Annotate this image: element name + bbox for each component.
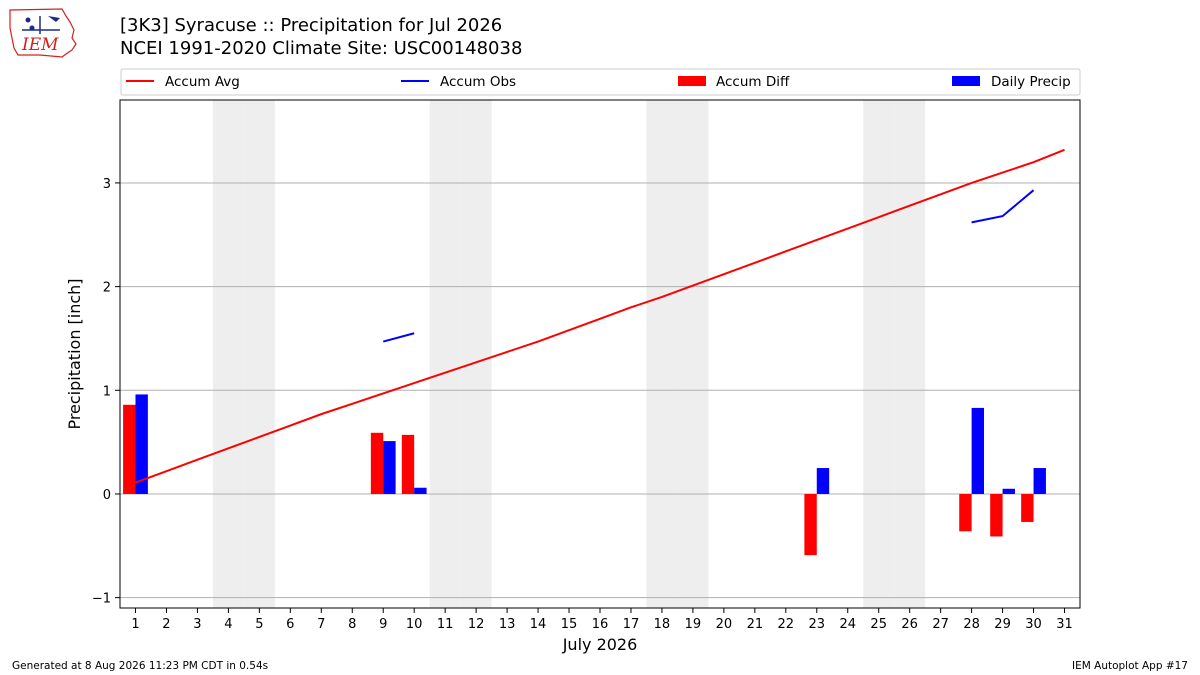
daily-precip-bar-day-28: [971, 407, 984, 494]
weekend-shading: [212, 100, 926, 608]
x-tick-label-23: 23: [809, 617, 826, 632]
x-tick-label-16: 16: [592, 617, 609, 632]
x-tick-label-7: 7: [317, 617, 325, 632]
weekend-shade-26: [894, 100, 926, 608]
accum-diff-bar-day-29: [990, 493, 1003, 537]
x-tick-label-20: 20: [716, 617, 733, 632]
y-ticks: −1 0 1 2 3: [92, 177, 120, 607]
bars: [123, 394, 1046, 556]
x-tick-label-25: 25: [870, 617, 887, 632]
y-axis-label: Precipitation [inch]: [65, 278, 84, 429]
accum-obs-line-1: [971, 189, 1035, 224]
accum-diff-bar-day-1: [123, 404, 136, 494]
x-tick-label-24: 24: [839, 617, 856, 632]
daily-precip-bar-day-1: [135, 394, 148, 494]
footer-generated: Generated at 8 Aug 2026 11:23 PM CDT in …: [12, 660, 268, 672]
x-tick-label-13: 13: [499, 617, 516, 632]
x-tick-label-1: 1: [131, 617, 139, 632]
legend-accum-diff-label: Accum Diff: [716, 74, 790, 90]
x-tick-label-9: 9: [379, 617, 387, 632]
weekend-shade-25: [863, 100, 895, 608]
x-tick-label-30: 30: [1025, 617, 1042, 632]
accum-diff-bar-day-9: [370, 432, 384, 494]
logo-text: IEM: [21, 35, 59, 55]
y-tick-label-2: 2: [103, 281, 111, 296]
x-tick-label-15: 15: [561, 617, 578, 632]
legend-accum-diff-swatch: [678, 76, 706, 86]
footer-app: IEM Autoplot App #17: [1072, 660, 1188, 672]
x-tick-label-31: 31: [1056, 617, 1073, 632]
weekend-shade-4: [212, 100, 244, 608]
legend: Accum Avg Accum Obs Accum Diff Daily Pre…: [120, 68, 1081, 96]
y-tick-label--1: −1: [92, 592, 111, 607]
x-tick-label-18: 18: [654, 617, 671, 632]
x-tick-label-26: 26: [901, 617, 918, 632]
x-tick-label-4: 4: [224, 617, 232, 632]
legend-accum-avg-label: Accum Avg: [165, 74, 240, 90]
x-tick-label-22: 22: [778, 617, 795, 632]
chart-subtitle: NCEI 1991-2020 Climate Site: USC00148038: [120, 38, 522, 59]
x-tick-label-8: 8: [348, 617, 356, 632]
x-tick-label-6: 6: [286, 617, 294, 632]
legend-daily-precip-label: Daily Precip: [991, 74, 1071, 90]
x-tick-label-29: 29: [994, 617, 1011, 632]
x-axis-label: July 2026: [562, 635, 638, 654]
accum-diff-bar-day-23: [804, 493, 817, 556]
legend-accum-obs-label: Accum Obs: [440, 74, 516, 90]
accum-diff-bar-day-10: [401, 434, 415, 494]
legend-daily-precip-swatch: [952, 76, 980, 86]
x-tick-label-11: 11: [437, 617, 454, 632]
weekend-shade-11: [429, 100, 461, 608]
daily-precip-bar-day-10: [414, 487, 427, 494]
weekend-shade-5: [243, 100, 275, 608]
x-tick-label-19: 19: [685, 617, 702, 632]
lines: [135, 148, 1065, 484]
daily-precip-bar-day-30: [1033, 468, 1046, 494]
x-tick-label-27: 27: [932, 617, 949, 632]
x-tick-label-2: 2: [162, 617, 170, 632]
x-tick-label-17: 17: [623, 617, 640, 632]
accum-diff-bar-day-28: [959, 493, 972, 532]
x-tick-label-12: 12: [468, 617, 485, 632]
x-ticks: 1 2 3 4 5 6 7 8 9 10 11 12 13 14 15 16 17 18 19 20 21 22 23 24 2…: [131, 608, 1073, 632]
weekend-shade-12: [460, 100, 492, 608]
x-tick-label-14: 14: [530, 617, 547, 632]
y-tick-label-3: 3: [103, 177, 111, 192]
x-tick-label-28: 28: [963, 617, 980, 632]
daily-precip-bar-day-9: [383, 441, 396, 494]
accum-obs-line-0: [382, 332, 415, 343]
weekend-shade-18: [646, 100, 678, 608]
daily-precip-bar-day-29: [1002, 488, 1015, 494]
x-tick-label-21: 21: [747, 617, 764, 632]
weekend-shade-19: [677, 100, 709, 608]
x-tick-label-10: 10: [406, 617, 423, 632]
accum-diff-bar-day-30: [1021, 493, 1034, 522]
accum-avg-line: [135, 148, 1065, 484]
iem-logo: IEM: [9, 8, 77, 58]
grid-lines: [120, 182, 1080, 599]
daily-precip-bar-day-23: [816, 468, 830, 494]
chart-title: [3K3] Syracuse :: Precipitation for Jul …: [120, 15, 502, 36]
x-tick-label-5: 5: [255, 617, 263, 632]
x-tick-label-3: 3: [193, 617, 201, 632]
y-tick-label-0: 0: [103, 488, 111, 503]
y-tick-label-1: 1: [103, 384, 111, 399]
